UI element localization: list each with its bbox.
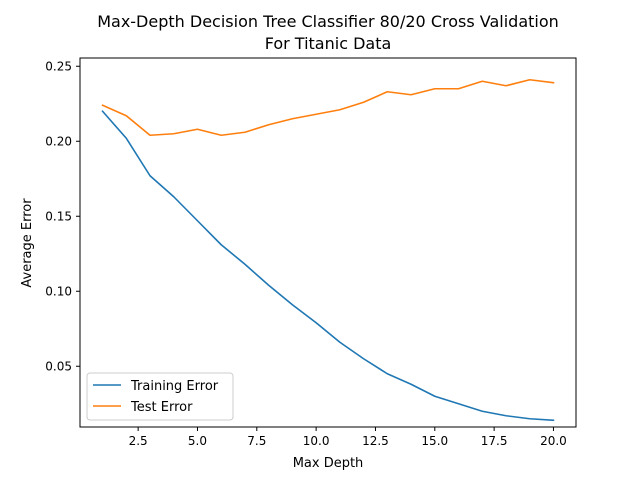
legend-box: [86, 372, 234, 421]
x-tick-label: 17.5: [481, 434, 508, 448]
y-tick-label: 0.15: [45, 209, 72, 223]
x-tick-label: 15.0: [421, 434, 448, 448]
y-tick-label: 0.10: [45, 284, 72, 298]
plot-area: 2.5 5.0 7.5 10.0 12.5 15.0 17.5 20.0 0.05 0.10 0.1…: [45, 59, 567, 448]
x-tick-label: 2.5: [129, 434, 148, 448]
x-tick-label: 20.0: [540, 434, 567, 448]
x-axis-label: Max Depth: [293, 456, 364, 471]
y-tick-label: 0.05: [45, 359, 72, 373]
x-tick-label: 7.5: [247, 434, 266, 448]
legend-label-test-error: Test Error: [130, 400, 193, 415]
x-tick-label: 12.5: [362, 434, 389, 448]
x-tick-label: 5.0: [188, 434, 207, 448]
series-line-training-error: [101, 110, 555, 422]
chart-title-line-2: For Titanic Data: [265, 34, 392, 53]
chart-title-line-1: Max-Depth Decision Tree Classifier 80/20…: [97, 12, 559, 31]
series-line-test-error: [101, 78, 555, 137]
x-tick-label: 10.0: [303, 434, 330, 448]
legend-label-training-error: Training Error: [130, 379, 219, 394]
legend: Training Error Test Error: [86, 372, 234, 421]
y-axis-label: Average Error: [20, 198, 35, 288]
plot-frame: [79, 57, 577, 428]
y-tick-label: 0.25: [45, 59, 72, 73]
y-tick-label: 0.20: [45, 134, 72, 148]
